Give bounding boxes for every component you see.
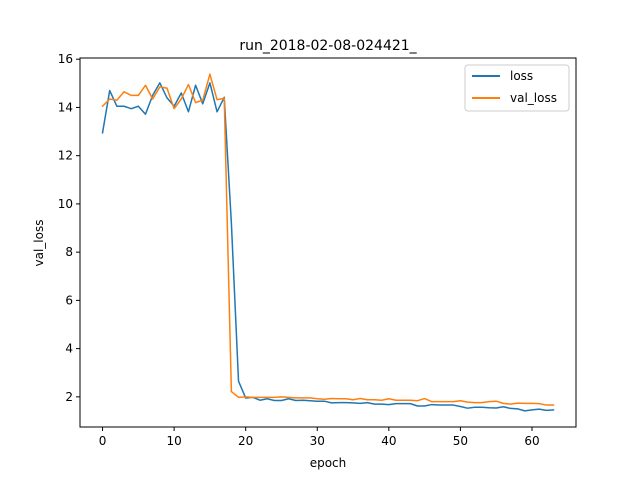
x-tick-label: 30 <box>310 434 325 448</box>
y-tick-label: 10 <box>58 197 73 211</box>
legend: loss val_loss <box>464 64 570 112</box>
y-tick-label: 16 <box>58 52 73 66</box>
y-tick-label: 8 <box>65 245 73 259</box>
x-tick-label: 50 <box>453 434 468 448</box>
series-line-val-loss <box>101 73 555 406</box>
y-tick-label: 6 <box>65 293 73 307</box>
series-line-loss <box>101 82 555 412</box>
x-tick-label: 0 <box>99 434 107 448</box>
x-tick-label: 20 <box>238 434 253 448</box>
x-axis-label: epoch <box>310 456 347 470</box>
x-tick-label: 10 <box>166 434 181 448</box>
x-tick-label: 40 <box>381 434 396 448</box>
y-tick-label: 14 <box>58 100 73 114</box>
y-tick-label: 4 <box>65 342 73 356</box>
legend-label-loss: loss <box>510 69 533 83</box>
plot-frame <box>79 57 577 428</box>
series-layer <box>101 73 555 412</box>
chart-title: run_2018-02-08-024421_ <box>239 38 417 54</box>
legend-label-val-loss: val_loss <box>510 91 557 105</box>
y-tick-label: 2 <box>65 390 73 404</box>
x-ticks: 0 10 20 30 40 50 60 <box>99 427 540 448</box>
y-axis-label: val_loss <box>32 220 46 267</box>
x-tick-label: 60 <box>524 434 539 448</box>
y-ticks: 2 4 6 8 10 12 14 16 <box>58 52 80 404</box>
y-tick-label: 12 <box>58 149 73 163</box>
